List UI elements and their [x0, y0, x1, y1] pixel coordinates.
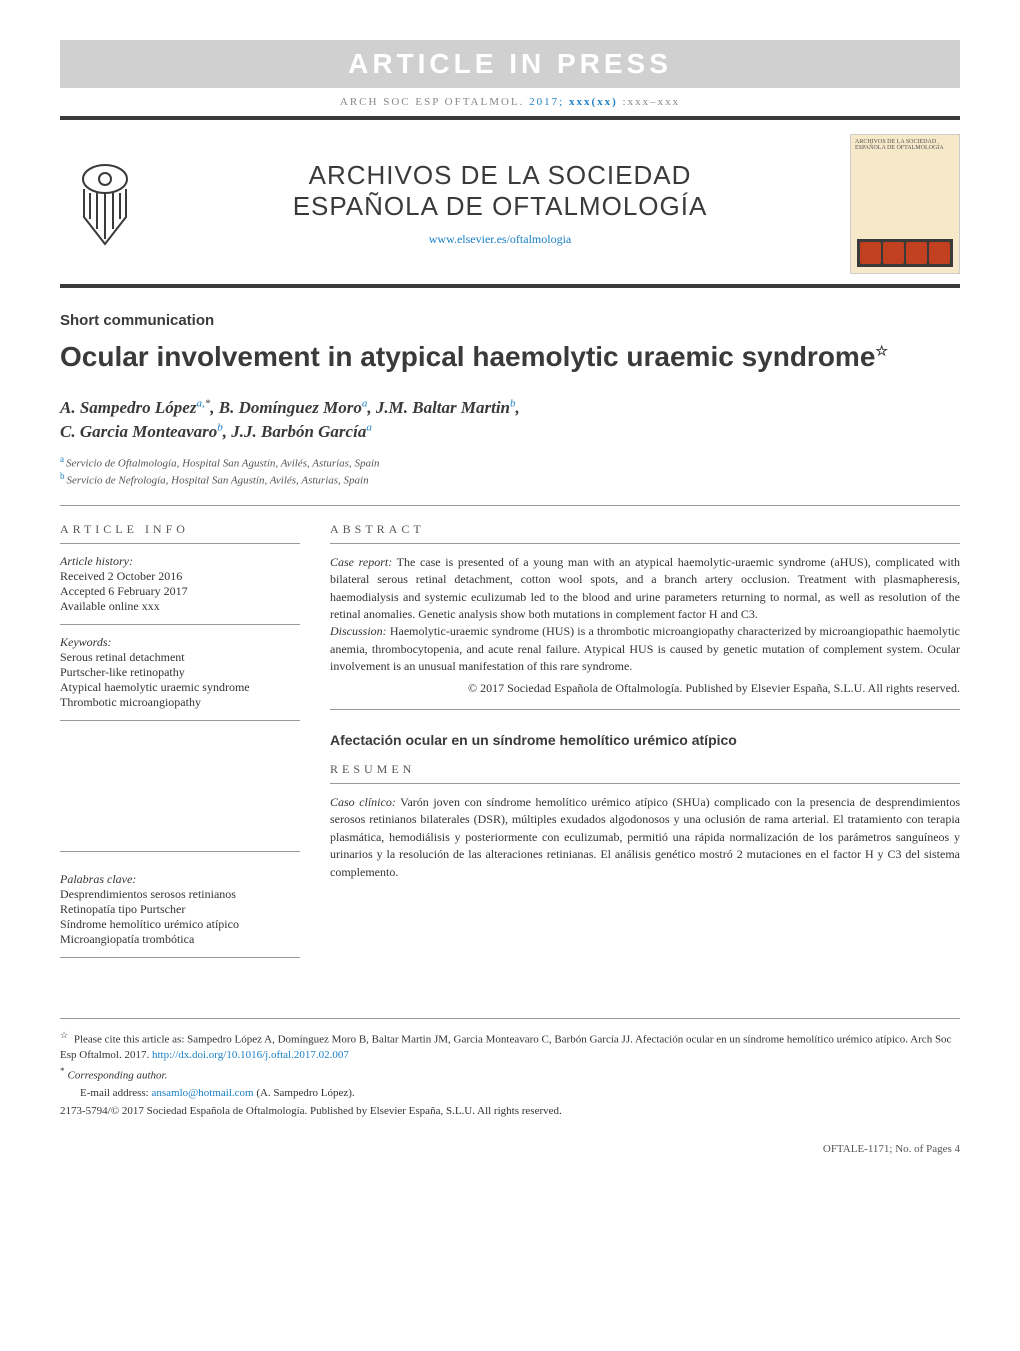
keyword-item: Thrombotic microangiopathy — [60, 695, 300, 710]
author-5: , J.J. Barbón García — [223, 422, 367, 441]
keyword-item: Atypical haemolytic uraemic syndrome — [60, 680, 300, 695]
keyword-item: Serous retinal detachment — [60, 650, 300, 665]
journal-name-line2: ESPAÑOLA DE OFTALMOLOGÍA — [150, 191, 850, 222]
citation-footnote: ☆ Please cite this article as: Sampedro … — [60, 1029, 960, 1063]
palabra-item: Síndrome hemolítico urémico atípico — [60, 917, 300, 932]
author-4: C. Garcia Monteavaro — [60, 422, 217, 441]
author-1-aff: a, — [196, 397, 204, 409]
author-5-aff: a — [366, 421, 372, 433]
authors-block: A. Sampedro Lópeza,*, B. Domínguez Moroa… — [60, 396, 960, 444]
article-info-column: ARTICLE INFO Article history: Received 2… — [60, 522, 300, 958]
resumen-body: Caso clínico: Varón joven con síndrome h… — [330, 794, 960, 893]
article-info-heading: ARTICLE INFO — [60, 522, 300, 544]
caso-clinico-text: Varón joven con síndrome hemolítico urém… — [330, 795, 960, 879]
palabra-item: Retinopatía tipo Purtscher — [60, 902, 300, 917]
citation-year: 2017; — [529, 96, 564, 108]
history-received: Received 2 October 2016 — [60, 569, 300, 584]
email-link[interactable]: ansamlo@hotmail.com — [151, 1087, 253, 1099]
divider-rule — [60, 505, 960, 506]
affiliations-block: aServicio de Oftalmología, Hospital San … — [60, 454, 960, 487]
cover-text: ARCHIVOS DE LA SOCIEDAD ESPAÑOLA DE OFTA… — [855, 139, 944, 151]
discussion-text: Haemolytic-uraemic syndrome (HUS) is a t… — [330, 624, 960, 673]
title-footnote-symbol: ☆ — [875, 343, 888, 359]
doi-link[interactable]: http://dx.doi.org/10.1016/j.oftal.2017.0… — [152, 1049, 349, 1061]
citation-volume: xxx(xx) — [569, 96, 618, 108]
corr-footnote-text: Corresponding author. — [68, 1070, 168, 1082]
footer-page-info: OFTALE-1171; No. of Pages 4 — [60, 1143, 960, 1155]
palabras-block: Palabras clave: Desprendimientos serosos… — [60, 851, 300, 958]
citation-pages: :xxx–xxx — [623, 96, 681, 108]
authors-line-1: A. Sampedro Lópeza,*, B. Domínguez Moroa… — [60, 396, 960, 420]
footnotes-block: ☆ Please cite this article as: Sampedro … — [60, 1018, 960, 1119]
author-1: A. Sampedro López — [60, 398, 196, 417]
abstract-body: Case report: The case is presented of a … — [330, 554, 960, 710]
affiliation-b: bServicio de Nefrología, Hospital San Ag… — [60, 471, 960, 487]
authors-line-2: C. Garcia Monteavarob, J.J. Barbón Garcí… — [60, 420, 960, 444]
cite-footnote-symbol: ☆ — [60, 1030, 68, 1040]
keywords-label: Keywords: — [60, 635, 300, 650]
journal-title-block: ARCHIVOS DE LA SOCIEDAD ESPAÑOLA DE OFTA… — [150, 160, 850, 248]
abstract-heading: ABSTRACT — [330, 522, 960, 544]
affiliation-a: aServicio de Oftalmología, Hospital San … — [60, 454, 960, 470]
palabras-label: Palabras clave: — [60, 872, 300, 887]
case-report-label: Case report: — [330, 555, 392, 569]
article-in-press-banner: ARTICLE IN PRESS — [60, 40, 960, 88]
society-logo-icon — [70, 159, 140, 249]
caso-clinico-label: Caso clínico: — [330, 795, 396, 809]
author-2: , B. Domínguez Moro — [210, 398, 362, 417]
journal-url-link[interactable]: www.elsevier.es/oftalmologia — [429, 232, 572, 247]
journal-name-line1: ARCHIVOS DE LA SOCIEDAD — [150, 160, 850, 191]
history-label: Article history: — [60, 554, 300, 569]
email-tail: (A. Sampedro López). — [254, 1087, 355, 1099]
spanish-title: Afectación ocular en un síndrome hemolít… — [330, 732, 960, 748]
article-title: Ocular involvement in atypical haemolyti… — [60, 339, 960, 374]
corr-footnote-symbol: * — [60, 1066, 65, 1076]
article-type-label: Short communication — [60, 312, 960, 329]
palabra-item: Desprendimientos serosos retinianos — [60, 887, 300, 902]
email-label: E-mail address: — [80, 1087, 151, 1099]
abstract-column: ABSTRACT Case report: The case is presen… — [330, 522, 960, 958]
keywords-block: Keywords: Serous retinal detachment Purt… — [60, 635, 300, 721]
cover-thumb-strip — [857, 239, 953, 267]
email-footnote: E-mail address: ansamlo@hotmail.com (A. … — [60, 1086, 960, 1101]
author-3: , J.M. Baltar Martin — [367, 398, 510, 417]
abstract-copyright: © 2017 Sociedad Española de Oftalmología… — [330, 680, 960, 697]
history-online: Available online xxx — [60, 599, 300, 614]
society-logo — [60, 159, 150, 249]
history-accepted: Accepted 6 February 2017 — [60, 584, 300, 599]
article-history-block: Article history: Received 2 October 2016… — [60, 554, 300, 625]
case-report-text: The case is presented of a young man wit… — [330, 555, 960, 621]
keyword-item: Purtscher-like retinopathy — [60, 665, 300, 680]
journal-cover-thumbnail: ARCHIVOS DE LA SOCIEDAD ESPAÑOLA DE OFTA… — [850, 134, 960, 274]
citation-journal: ARCH SOC ESP OFTALMOL. — [340, 96, 525, 108]
issn-footnote: 2173-5794/© 2017 Sociedad Española de Of… — [60, 1104, 960, 1119]
title-text: Ocular involvement in atypical haemolyti… — [60, 341, 875, 372]
corresponding-author-footnote: *Corresponding author. — [60, 1065, 960, 1084]
resumen-heading: RESUMEN — [330, 762, 960, 784]
info-abstract-row: ARTICLE INFO Article history: Received 2… — [60, 522, 960, 958]
citation-line: ARCH SOC ESP OFTALMOL. 2017; xxx(xx) :xx… — [60, 96, 960, 108]
journal-header: ARCHIVOS DE LA SOCIEDAD ESPAÑOLA DE OFTA… — [60, 120, 960, 288]
palabra-item: Microangiopatía trombótica — [60, 932, 300, 947]
author-3-comma: , — [516, 398, 520, 417]
discussion-label: Discussion: — [330, 624, 387, 638]
